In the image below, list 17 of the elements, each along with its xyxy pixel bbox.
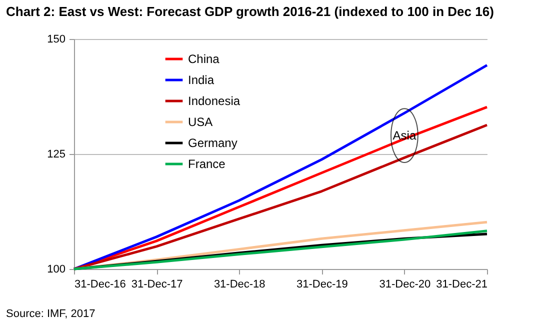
x-tick-label: 31-Dec-17: [131, 278, 183, 290]
x-tick-label: 31-Dec-20: [379, 278, 431, 290]
legend-label: France: [188, 157, 226, 171]
x-tick-label: 31-Dec-19: [296, 278, 348, 290]
y-tick-label: 150: [47, 34, 66, 46]
x-tick-label: 31-Dec-18: [214, 278, 266, 290]
legend-label: USA: [188, 115, 213, 129]
legend-label: China: [188, 52, 220, 66]
y-tick-label: 125: [47, 148, 66, 160]
chart-title: Chart 2: East vs West: Forecast GDP growth 2016-21 (indexed to 100 in Dec 16): [6, 4, 494, 19]
legend-label: Indonesia: [188, 94, 240, 108]
legend-label: Germany: [188, 136, 238, 150]
x-tick-label: 31-Dec-21: [436, 278, 488, 290]
legend-label: India: [188, 73, 214, 87]
source-note: Source: IMF, 2017: [6, 308, 96, 320]
y-tick-label: 100: [47, 264, 66, 276]
x-tick-label: 31-Dec-16: [74, 278, 126, 290]
